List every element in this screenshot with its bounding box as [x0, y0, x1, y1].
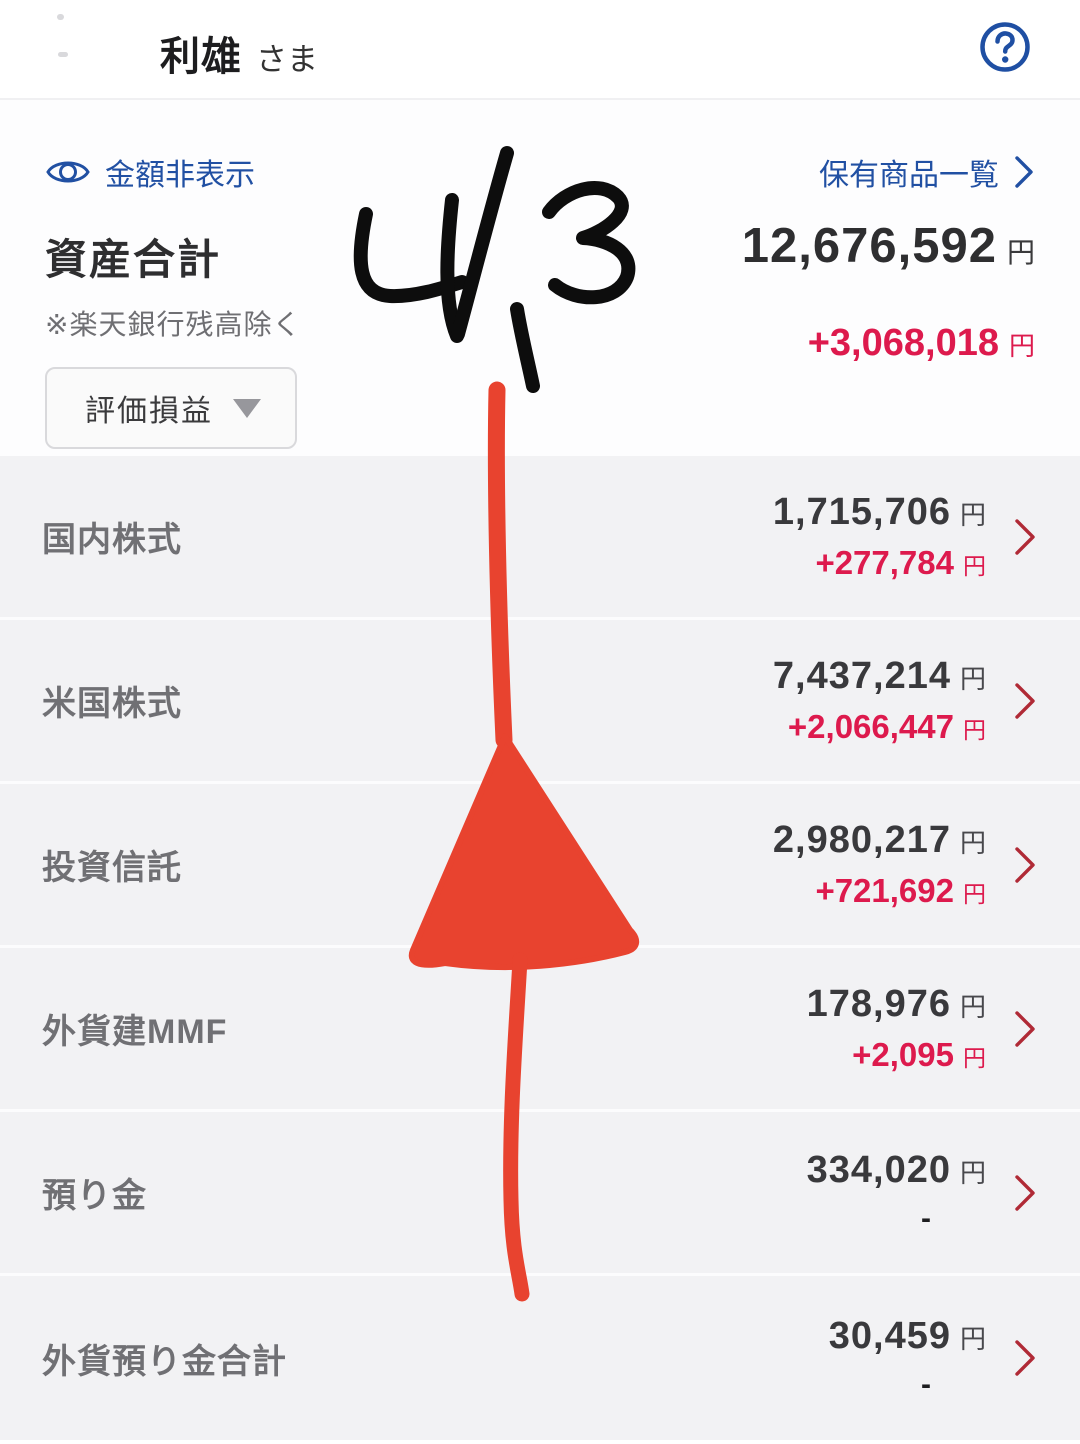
asset-label: 外貨建MMF [42, 1013, 228, 1051]
assets-summary-panel: 金額非表示 保有商品一覧 資産合計 ※楽天銀行残高除く 評価損益 12, [0, 100, 1080, 456]
asset-pl-unit: 円 [963, 717, 986, 743]
asset-pl: - [921, 1202, 931, 1235]
chevron-right-icon [1015, 1174, 1035, 1211]
asset-pl: +277,784 [815, 544, 954, 581]
chevron-right-icon [1015, 682, 1035, 719]
chevron-right-icon [1015, 156, 1033, 188]
summary-right: 12,676,592 円 +3,068,018 円 [742, 218, 1035, 449]
pl-metric-dropdown[interactable]: 評価損益 [45, 367, 297, 449]
asset-pl-line: +2,066,447 円 [773, 708, 986, 746]
asset-category-list: 国内株式 1,715,706 円 +277,784 円 米国株式 7,437,214… [0, 456, 1080, 1440]
chevron-right-icon [1015, 518, 1035, 555]
asset-pl-line: +721,692 円 [773, 872, 986, 910]
asset-label: 預り金 [42, 1177, 147, 1215]
asset-pl: - [921, 1367, 931, 1401]
chevron-right-icon [1015, 1340, 1035, 1376]
asset-values: 30,459 円 - [829, 1315, 986, 1402]
question-mark-icon [980, 22, 1030, 72]
total-assets-unit: 円 [1006, 237, 1035, 268]
asset-value: 334,020 [806, 1149, 951, 1191]
asset-unit: 円 [959, 1158, 986, 1188]
row-chevron [996, 517, 1054, 557]
asset-pl-unit: 円 [963, 1045, 986, 1071]
user-name: 利雄 [160, 35, 242, 79]
asset-row-foreign-mmf[interactable]: 外貨建MMF 178,976 円 +2,095 円 [0, 948, 1080, 1109]
asset-value: 2,980,217 [772, 819, 951, 861]
asset-pl-line: - [829, 1368, 986, 1402]
row-chevron [996, 1338, 1054, 1378]
asset-unit: 円 [959, 1323, 986, 1354]
asset-unit: 円 [959, 992, 986, 1022]
pl-metric-dropdown-label: 評価損益 [85, 395, 213, 428]
hide-amounts-toggle[interactable]: 金額非表示 [45, 150, 255, 194]
asset-pl-line: +277,784 円 [773, 544, 986, 582]
asset-label: 米国株式 [42, 685, 182, 723]
asset-values: 178,976 円 +2,095 円 [807, 983, 986, 1074]
asset-value: 7,437,214 [772, 655, 951, 697]
hide-amounts-label: 金額非表示 [105, 159, 255, 192]
asset-value: 1,715,706 [772, 491, 951, 533]
total-assets-note: ※楽天銀行残高除く [45, 309, 302, 340]
asset-pl-unit: 円 [963, 553, 986, 579]
total-pl-line: +3,068,018 円 [742, 322, 1035, 365]
asset-value: 178,976 [806, 983, 951, 1025]
asset-label: 国内株式 [42, 521, 182, 559]
faint-mark [58, 52, 68, 57]
row-chevron [996, 1009, 1054, 1049]
total-pl-value: +3,068,018 [807, 322, 999, 364]
asset-pl: +2,066,447 [787, 708, 954, 745]
holdings-list-link[interactable]: 保有商品一覧 [819, 150, 1035, 194]
total-assets-title: 資産合計 [45, 236, 222, 283]
asset-values: 334,020 円 - [807, 1149, 986, 1236]
summary-toolbar: 金額非表示 保有商品一覧 [45, 100, 1035, 194]
faint-mark [57, 14, 64, 20]
help-button[interactable] [976, 18, 1034, 76]
total-pl-unit: 円 [1008, 331, 1035, 361]
asset-row-domestic-stocks[interactable]: 国内株式 1,715,706 円 +277,784 円 [0, 456, 1080, 617]
total-assets-value: 12,676,592 [741, 219, 997, 273]
asset-row-foreign-deposit-total[interactable]: 外貨預り金合計 30,459 円 - [0, 1276, 1080, 1440]
asset-unit: 円 [959, 500, 986, 530]
header: 利雄 さま [0, 0, 1080, 100]
asset-pl: +721,692 [815, 872, 954, 909]
asset-row-deposit[interactable]: 預り金 334,020 円 - [0, 1112, 1080, 1273]
total-assets-value-line: 12,676,592 円 [742, 218, 1035, 274]
summary-left: 資産合計 ※楽天銀行残高除く 評価損益 [45, 226, 301, 449]
asset-pl-line: - [807, 1202, 986, 1236]
row-chevron [996, 845, 1054, 885]
row-chevron [996, 681, 1054, 721]
summary-main: 資産合計 ※楽天銀行残高除く 評価損益 12,676,592 円 +3,068,0… [45, 194, 1035, 449]
holdings-list-label: 保有商品一覧 [819, 159, 999, 192]
asset-pl-line: +2,095 円 [807, 1036, 986, 1074]
asset-label: 投資信託 [42, 849, 182, 887]
chevron-right-icon [1015, 846, 1035, 883]
user-honorific: さま [256, 42, 318, 77]
asset-row-investment-trusts[interactable]: 投資信託 2,980,217 円 +721,692 円 [0, 784, 1080, 945]
asset-unit: 円 [959, 664, 986, 694]
caret-down-icon [233, 398, 261, 418]
user-greeting: 利雄 さま [160, 24, 318, 82]
asset-values: 7,437,214 円 +2,066,447 円 [773, 655, 986, 746]
asset-values: 2,980,217 円 +721,692 円 [773, 819, 986, 910]
asset-pl: +2,095 [852, 1036, 954, 1073]
asset-pl-unit: 円 [963, 881, 986, 907]
chevron-right-icon [1015, 1010, 1035, 1047]
asset-row-us-stocks[interactable]: 米国株式 7,437,214 円 +2,066,447 円 [0, 620, 1080, 781]
row-chevron [996, 1173, 1054, 1213]
asset-unit: 円 [959, 828, 986, 858]
eye-icon [46, 161, 90, 183]
asset-value: 30,459 [828, 1314, 951, 1357]
asset-values: 1,715,706 円 +277,784 円 [773, 491, 986, 582]
asset-label: 外貨預り金合計 [42, 1342, 287, 1381]
